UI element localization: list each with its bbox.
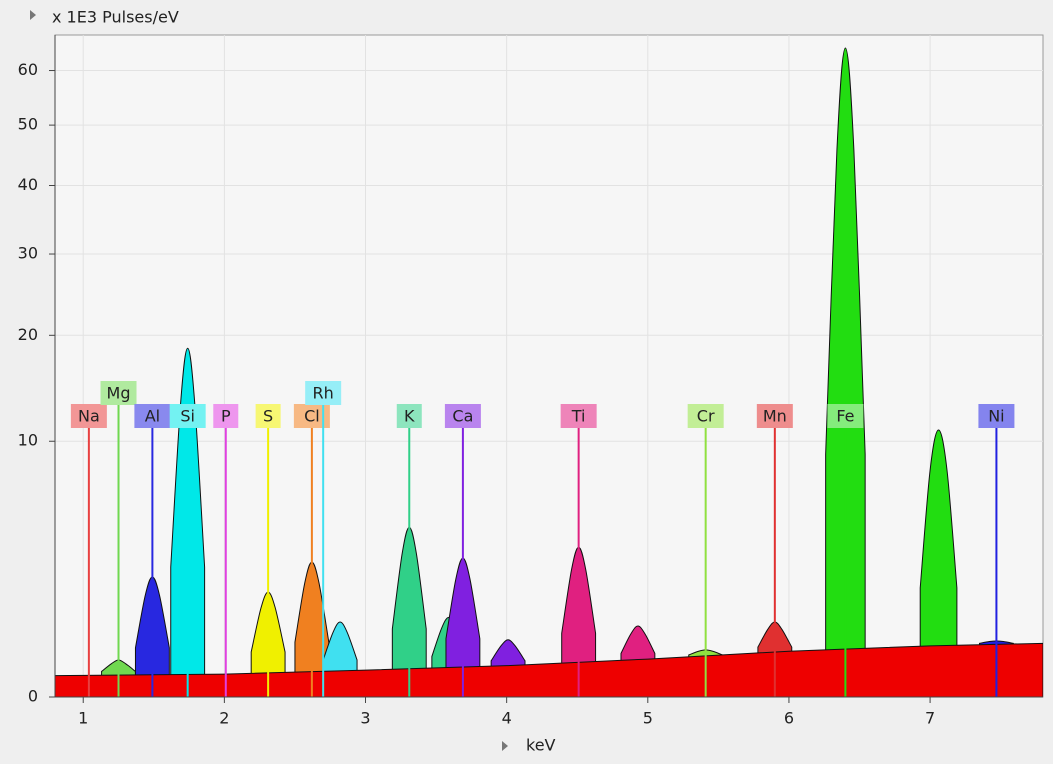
element-label: Ni [988,407,1004,426]
element-label-box [827,404,864,428]
element-label-box [978,404,1015,428]
x-tick-label: 2 [219,709,229,728]
peak-area [825,47,866,697]
element-label: Mg [107,384,131,403]
element-label: Cr [697,407,715,426]
element-label: Si [180,407,195,426]
x-axis-label: keV [526,736,556,755]
element-label: Rh [313,384,334,403]
y-tick-label: 0 [28,687,38,706]
element-label-box [305,381,342,405]
element-label-box [756,404,793,428]
y-tick-label: 60 [18,60,38,79]
x-tick-label: 4 [502,709,512,728]
y-tick-label: 30 [18,244,38,263]
plot [55,35,1043,697]
y-tick-label: 40 [18,175,38,194]
x-tick-label: 7 [925,709,935,728]
element-label: Al [145,407,160,426]
element-label: Mn [763,407,787,426]
element-label: Cl [304,407,320,426]
plot-area [54,34,1044,698]
element-label-box [100,381,137,405]
element-label-box [687,404,724,428]
element-label: Ca [452,407,473,426]
element-label: K [404,407,415,426]
element-label: Ti [571,407,586,426]
y-label-arrow [30,10,36,20]
element-label-box [213,404,239,428]
x-tick-label: 5 [643,709,653,728]
y-tick-label: 50 [18,115,38,134]
peak-area [919,429,958,697]
element-label: Na [78,407,100,426]
y-tick-label: 10 [18,431,38,450]
element-label-box [396,404,422,428]
background-area [55,642,1043,697]
element-label-box [169,404,206,428]
y-tick-label: 20 [18,325,38,344]
x-tick-label: 3 [360,709,370,728]
element-label: Fe [836,407,854,426]
element-label-box [444,404,481,428]
element-label-box [560,404,597,428]
x-tick-label: 1 [78,709,88,728]
x-label-arrow [502,741,508,751]
element-label-box [70,404,107,428]
y-axis-label: x 1E3 Pulses/eV [52,8,179,27]
element-label: P [221,407,231,426]
element-label-box [134,404,171,428]
x-tick-label: 6 [784,709,794,728]
element-label-box [255,404,281,428]
element-label: S [263,407,273,426]
